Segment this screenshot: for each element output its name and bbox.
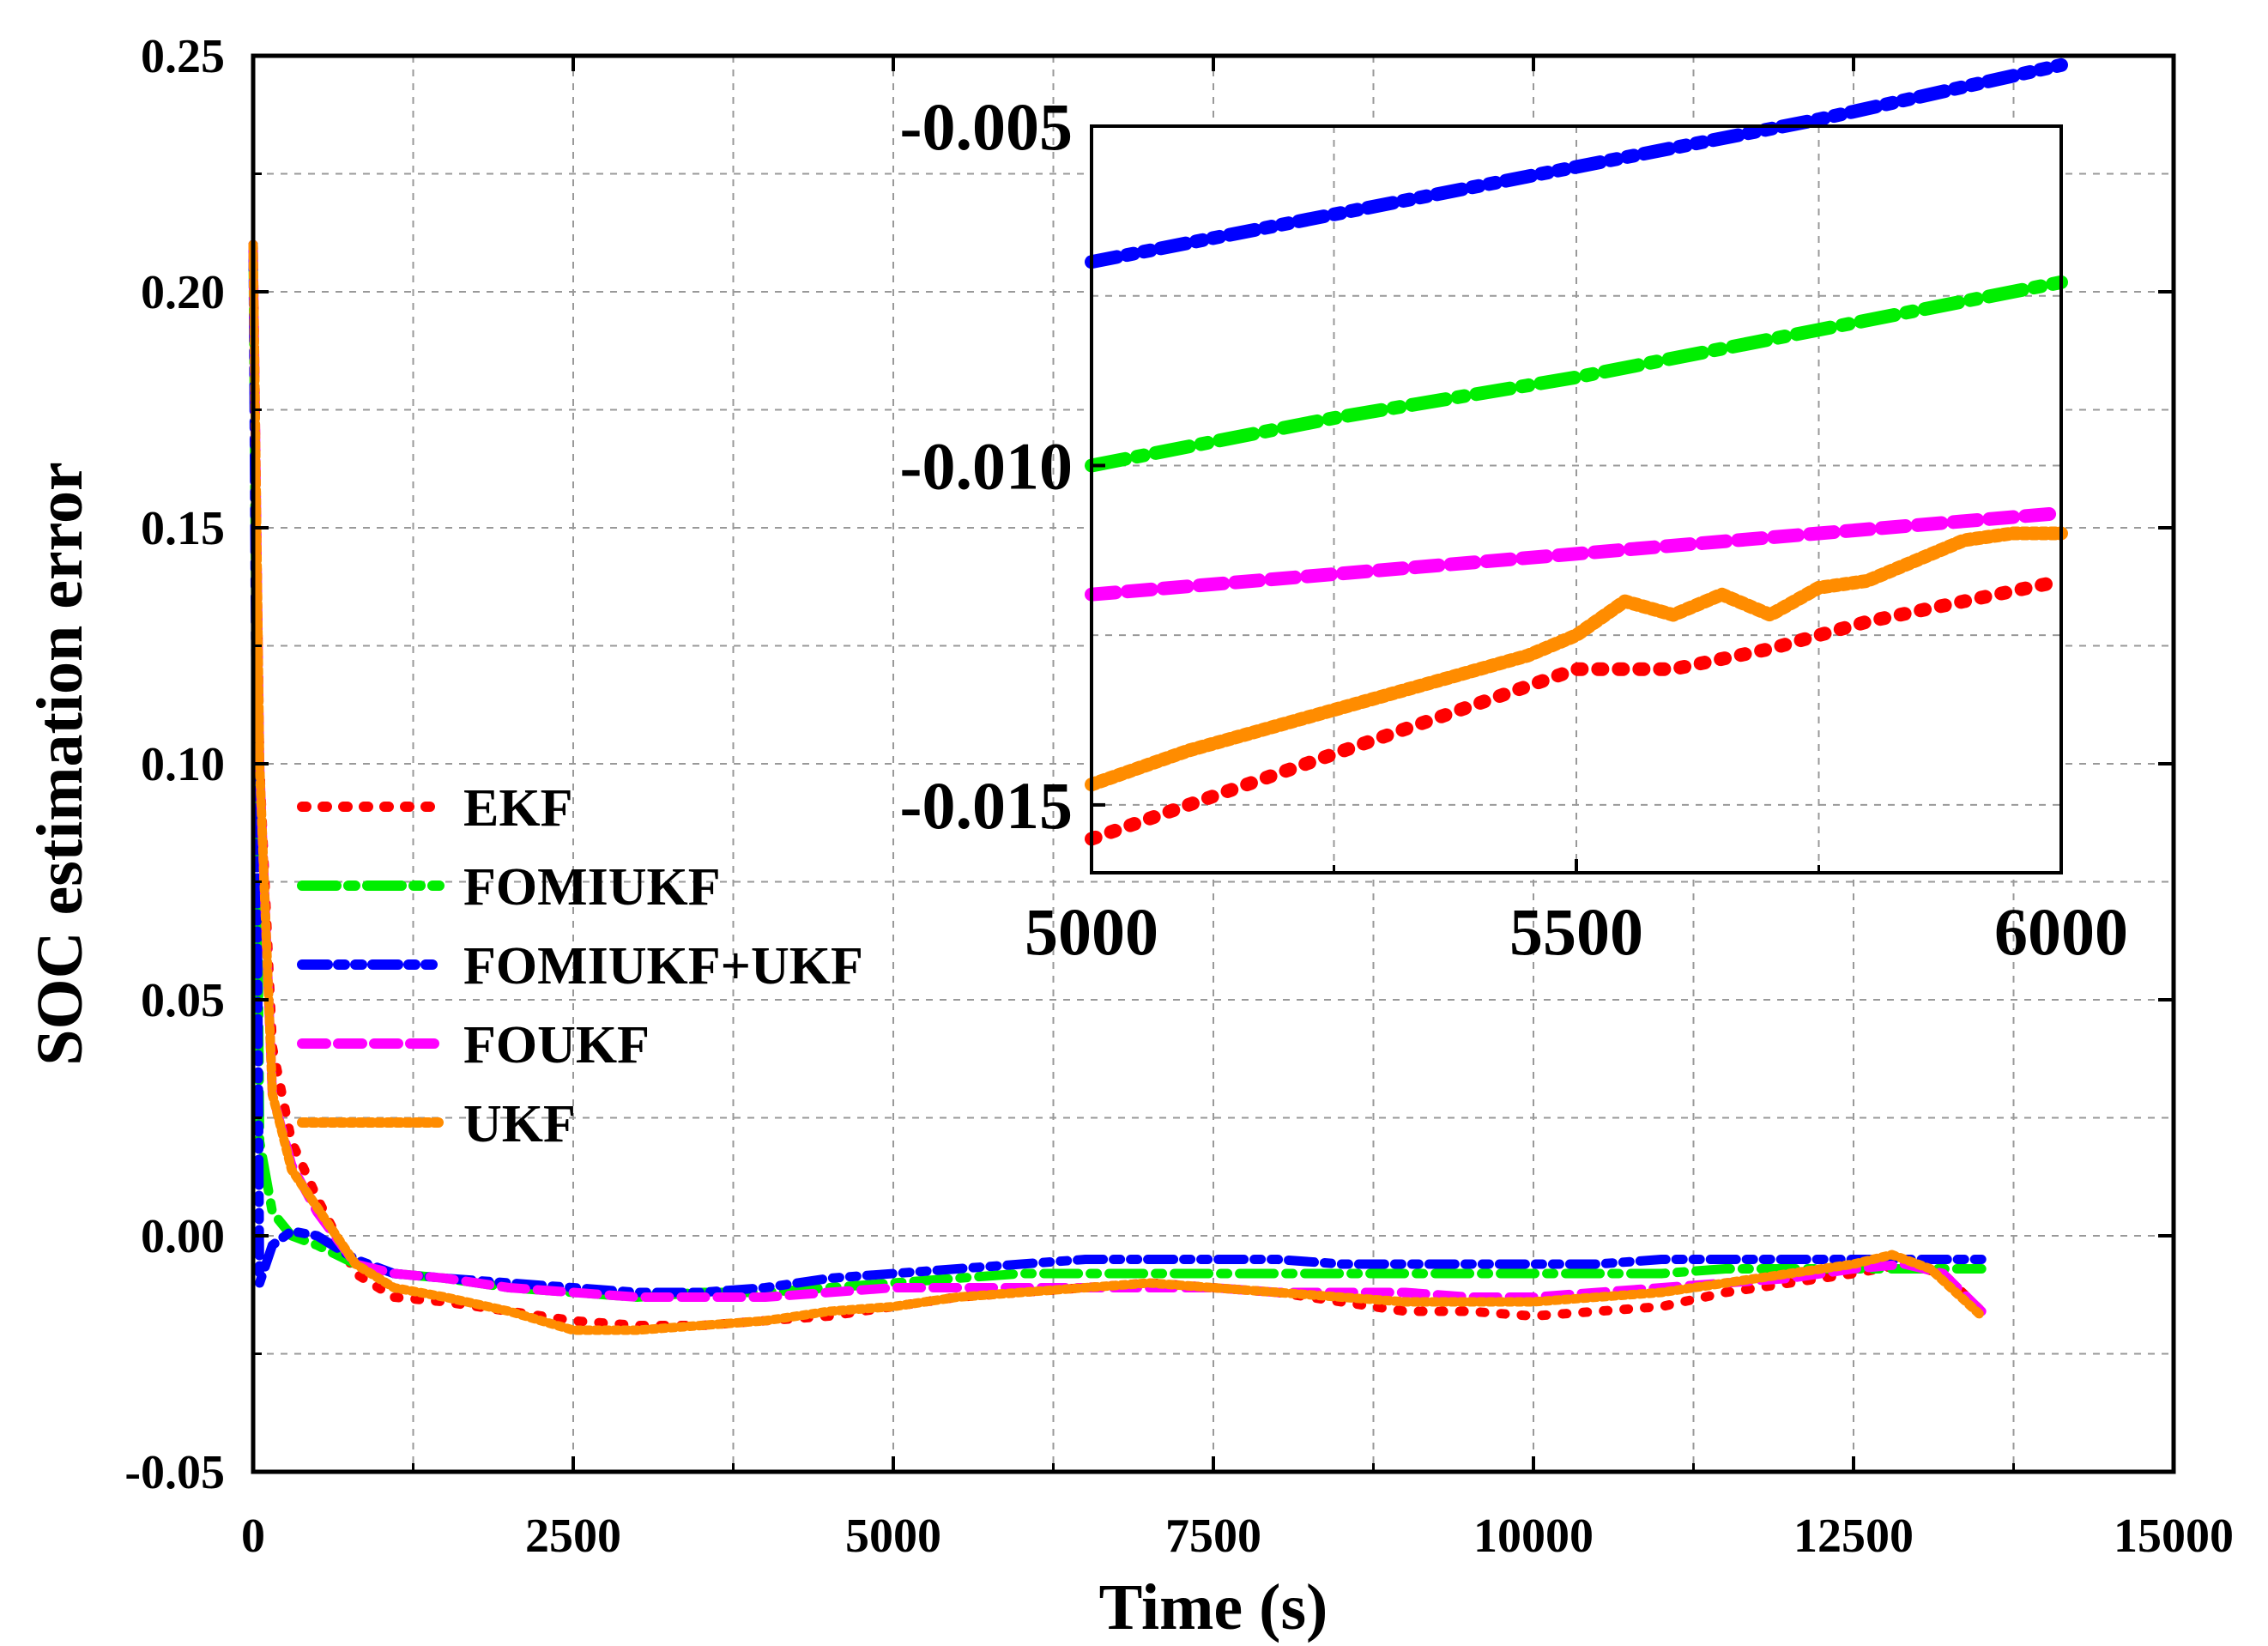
- inset-series-group: [1085, 57, 2068, 846]
- inset-series-fomiukf: [1085, 275, 2068, 473]
- x-tick-label: 5000: [845, 1510, 941, 1563]
- y-tick-label: 0.05: [141, 974, 225, 1027]
- inset-x-tick-label: 5000: [1025, 894, 1158, 969]
- legend: EKF FOMIUKF FOMIUKF+UKF FOUKF UKF: [297, 779, 863, 1153]
- y-axis-label: SOC estimation error: [24, 462, 96, 1066]
- inset-x-tick-label: 6000: [1994, 894, 2128, 969]
- x-tick-label: 12500: [1793, 1510, 1914, 1563]
- main-series-ukf: [248, 239, 1987, 1335]
- inset-x-tick-label: 5500: [1509, 894, 1643, 969]
- y-tick-label: 0.15: [141, 502, 225, 555]
- inset-y-tick-label: -0.010: [900, 428, 1073, 503]
- y-tick-label: 0.10: [141, 738, 225, 791]
- inset-y-tick-label: -0.015: [900, 768, 1073, 843]
- x-tick-label: 2500: [525, 1510, 621, 1563]
- legend-label-ekf: EKF: [463, 779, 572, 838]
- y-tick-label: -0.05: [124, 1446, 225, 1499]
- x-tick-label: 10000: [1473, 1510, 1594, 1563]
- inset-ticks: 5000 5500 6000 -0.005 -0.010 -0.015: [900, 89, 2128, 969]
- inset-series-ukf: [1085, 526, 2068, 792]
- inset-y-tick-label: -0.005: [900, 89, 1073, 164]
- legend-label-ukf: UKF: [463, 1095, 576, 1153]
- y-tick-label: 0.25: [141, 30, 225, 83]
- x-tick-label: 0: [241, 1510, 265, 1563]
- y-tick-label: 0.20: [141, 266, 225, 319]
- x-tick-label: 15000: [2114, 1510, 2234, 1563]
- legend-label-fomiukf: FOMIUKF: [463, 858, 721, 917]
- y-tick-label: 0.00: [141, 1210, 225, 1263]
- x-axis-label: Time (s): [1099, 1571, 1328, 1643]
- inset-series-fomiukf-ukf: [1085, 57, 2068, 269]
- x-tick-label: 7500: [1165, 1510, 1261, 1563]
- inset-series-ekf: [1085, 573, 2068, 846]
- main-ticks: 0 2500 5000 7500 10000 12500 15000 -0.05 0.00 0.0…: [124, 30, 2234, 1563]
- main-series-ekf: [248, 239, 1987, 1330]
- main-series-group: [248, 239, 1987, 1335]
- legend-label-foukf: FOUKF: [463, 1016, 650, 1074]
- inset-series-foukf: [1085, 505, 2068, 602]
- legend-label-fomiukf-ukf: FOMIUKF+UKF: [463, 937, 863, 995]
